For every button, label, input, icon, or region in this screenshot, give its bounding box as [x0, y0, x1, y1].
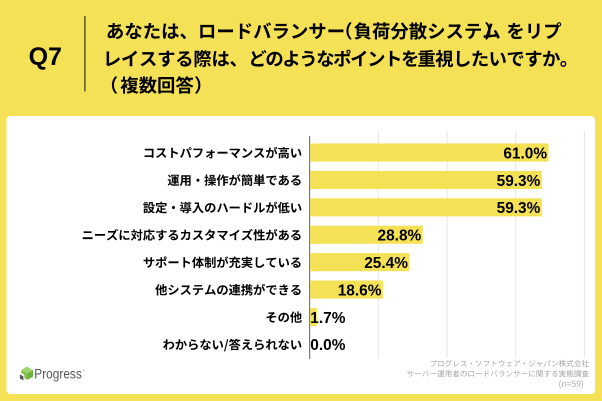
- svg-text:59.3%: 59.3%: [497, 200, 541, 217]
- svg-text:59.3%: 59.3%: [497, 173, 541, 190]
- svg-text:1.7%: 1.7%: [310, 310, 345, 327]
- svg-text:Progress: Progress: [34, 367, 82, 382]
- svg-text:61.0%: 61.0%: [503, 145, 547, 162]
- svg-text:18.6%: 18.6%: [338, 282, 382, 299]
- svg-text:0.0%: 0.0%: [310, 337, 345, 354]
- svg-text:25.4%: 25.4%: [364, 255, 408, 272]
- svg-text:Q7: Q7: [29, 43, 62, 71]
- svg-text:28.8%: 28.8%: [378, 228, 422, 245]
